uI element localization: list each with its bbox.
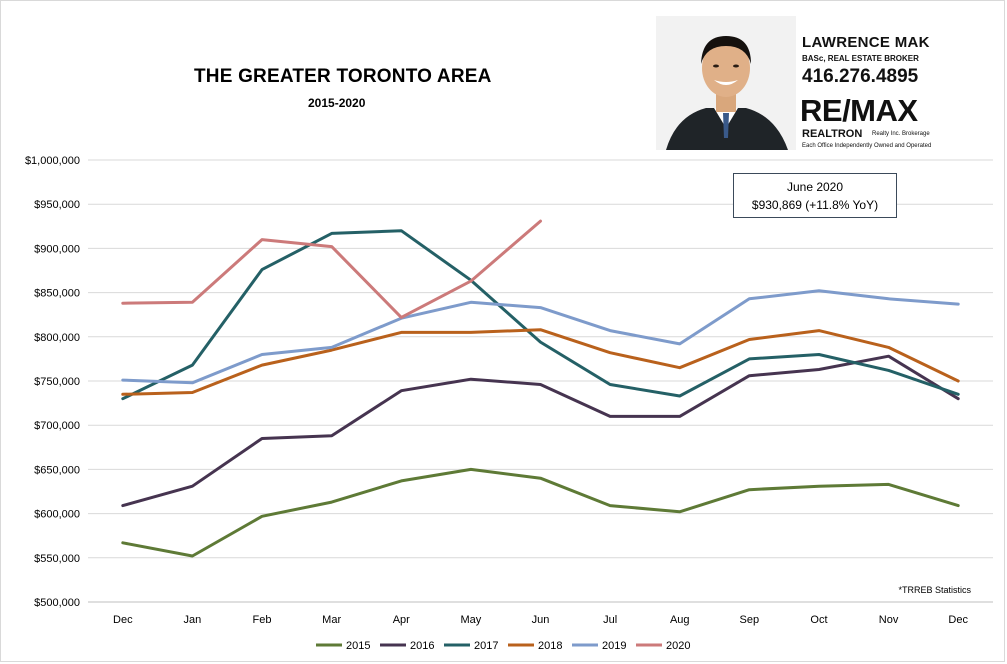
y-tick-label: $500,000 bbox=[34, 597, 80, 609]
x-axis: Dec Jan Feb Mar Apr May Jun Jul Aug Sep Oct Nov Dec bbox=[113, 614, 968, 626]
callout-value: $930,869 (+11.8% YoY) bbox=[751, 198, 879, 212]
x-tick-label: Aug bbox=[670, 614, 690, 626]
x-tick-label: Jun bbox=[532, 614, 550, 626]
x-tick-label: Feb bbox=[253, 614, 272, 626]
legend-label-2017: 2017 bbox=[474, 640, 498, 652]
y-tick-label: $850,000 bbox=[34, 288, 80, 300]
y-tick-label: $550,000 bbox=[34, 553, 80, 565]
x-tick-label: Jan bbox=[184, 614, 202, 626]
agent-phone: 416.276.4895 bbox=[802, 66, 919, 87]
y-tick-label: $950,000 bbox=[34, 199, 80, 211]
x-tick-label: Oct bbox=[810, 614, 827, 626]
source-note: *TRREB Statistics bbox=[898, 585, 971, 595]
legend-label-2018: 2018 bbox=[538, 640, 562, 652]
brokerage-suffix: Realty Inc. Brokerage bbox=[872, 131, 930, 137]
y-tick-label: $1,000,000 bbox=[25, 155, 80, 167]
x-tick-label: Jul bbox=[603, 614, 617, 626]
series-line-2016 bbox=[121, 354, 960, 508]
x-tick-label: Sep bbox=[740, 614, 760, 626]
x-tick-label: Nov bbox=[879, 614, 899, 626]
y-tick-label: $750,000 bbox=[34, 376, 80, 388]
brokerage-note: Each Office Independently Owned and Oper… bbox=[802, 143, 932, 149]
agent-name: LAWRENCE MAK bbox=[802, 34, 930, 51]
series-line-2015 bbox=[121, 467, 960, 558]
x-tick-label: Mar bbox=[322, 614, 341, 626]
annotation-callout: June 2020 $930,869 (+11.8% YoY) bbox=[733, 173, 897, 218]
legend-label-2019: 2019 bbox=[602, 640, 626, 652]
agent-credentials: BASc, REAL ESTATE BROKER bbox=[802, 54, 919, 63]
chart-subtitle: 2015-2020 bbox=[308, 96, 366, 110]
brokerage-name: REALTRON bbox=[802, 128, 863, 140]
agent-portrait-image bbox=[656, 16, 796, 150]
series-line-2019 bbox=[121, 289, 960, 385]
y-tick-label: $800,000 bbox=[34, 332, 80, 344]
legend-label-2015: 2015 bbox=[346, 640, 370, 652]
x-tick-label: May bbox=[460, 614, 481, 626]
callout-date: June 2020 bbox=[786, 180, 844, 194]
x-tick-label: Dec bbox=[948, 614, 968, 626]
agent-card: LAWRENCE MAK BASc, REAL ESTATE BROKER 41… bbox=[656, 16, 946, 150]
y-tick-label: $650,000 bbox=[34, 464, 80, 476]
chart-title: THE GREATER TORONTO AREA bbox=[194, 66, 492, 87]
series-line-2020 bbox=[121, 219, 542, 319]
y-axis: $500,000 $550,000 $600,000 $650,000 $700,000… bbox=[25, 155, 80, 609]
legend-label-2020: 2020 bbox=[666, 640, 690, 652]
brand-logo: RE/MAX bbox=[800, 93, 918, 128]
series-line-2017 bbox=[121, 229, 960, 401]
x-tick-label: Dec bbox=[113, 614, 133, 626]
legend-label-2016: 2016 bbox=[410, 640, 434, 652]
y-tick-label: $700,000 bbox=[34, 420, 80, 432]
y-tick-label: $600,000 bbox=[34, 509, 80, 521]
legend: 2015 2016 2017 2018 2019 2020 bbox=[316, 640, 690, 652]
y-tick-label: $900,000 bbox=[34, 243, 80, 255]
series-lines bbox=[121, 219, 960, 558]
series-line-2018 bbox=[121, 328, 960, 396]
x-tick-label: Apr bbox=[393, 614, 410, 626]
agent-photo bbox=[656, 16, 796, 150]
